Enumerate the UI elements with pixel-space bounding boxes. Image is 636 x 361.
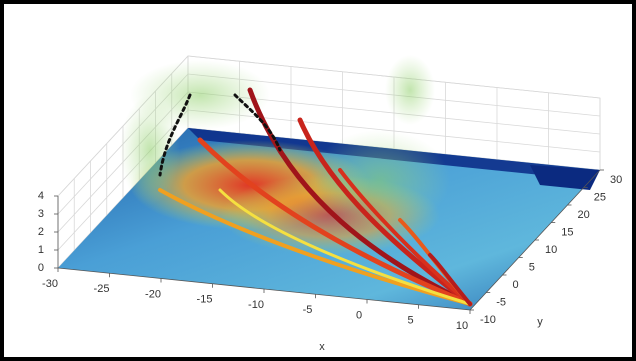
z-tick-label: 2 — [38, 226, 44, 238]
x-tick-label: 5 — [407, 315, 413, 327]
trajectory — [218, 188, 472, 306]
y-axis-label: y — [537, 316, 543, 328]
y-tick-label: 20 — [578, 209, 590, 221]
z-tick-label: 1 — [38, 244, 44, 256]
volume — [385, 55, 435, 125]
track — [233, 93, 282, 152]
volume — [120, 95, 180, 205]
y-tick-label: 10 — [545, 244, 557, 256]
y-tick-label: 25 — [594, 191, 606, 203]
surface — [58, 55, 600, 310]
x-tick-label: -20 — [145, 288, 161, 300]
trajectory — [158, 188, 472, 306]
x-tick-label: -25 — [94, 283, 110, 295]
x-tick-label: 0 — [356, 309, 362, 321]
x-tick-label: 10 — [456, 320, 468, 332]
y-tick-label: 0 — [513, 279, 519, 291]
y-tick-label: 5 — [529, 261, 535, 273]
y-tick-label: 15 — [561, 226, 573, 238]
trajectory — [428, 253, 472, 306]
x-tick-label: -5 — [303, 304, 313, 316]
track — [158, 93, 192, 177]
x-tick-label: -10 — [248, 299, 264, 311]
y-tick-label: -10 — [480, 314, 496, 326]
x-tick-label: -30 — [42, 278, 58, 290]
x-tick-label: -15 — [197, 294, 213, 306]
y-tick-label: -5 — [496, 296, 506, 308]
volume — [310, 130, 450, 230]
grid-line — [57, 55, 601, 197]
trajectory — [197, 137, 473, 307]
y-tick-label: 30 — [610, 174, 622, 186]
x-axis-label: x — [319, 341, 325, 353]
trajectory — [338, 168, 472, 306]
z-tick-label: 3 — [38, 208, 44, 220]
axes: -30 -25 -20 -15 -10 -5 0 5 10 -10-505101520253001… — [38, 169, 622, 332]
trajectories — [158, 87, 473, 307]
z-tick-label: 4 — [38, 190, 44, 202]
trajectory — [297, 117, 473, 307]
z-tick-label: 0 — [38, 262, 44, 274]
dark-patch — [530, 165, 600, 190]
